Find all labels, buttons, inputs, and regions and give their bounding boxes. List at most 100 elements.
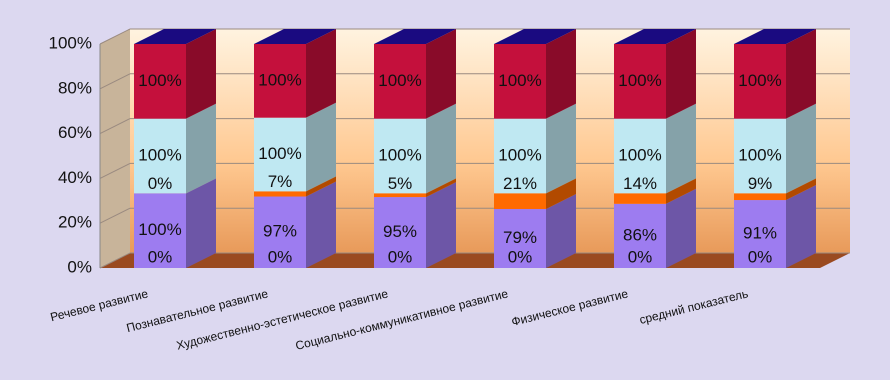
bar bbox=[734, 200, 786, 268]
bar-top bbox=[374, 29, 456, 44]
bar-side-shade bbox=[186, 178, 216, 268]
bar-side bbox=[546, 29, 576, 119]
bar-top bbox=[134, 29, 216, 44]
grid-line-side bbox=[99, 28, 131, 45]
bar bbox=[614, 193, 666, 204]
bar-side bbox=[666, 103, 696, 194]
bar-side bbox=[186, 103, 216, 194]
value-label: 100% bbox=[138, 71, 181, 90]
value-label: 79% bbox=[503, 228, 537, 247]
value-label: 100% bbox=[378, 145, 421, 164]
value-label: 100% bbox=[378, 71, 421, 90]
value-label: 0% bbox=[148, 174, 173, 193]
bar-side-shade bbox=[426, 178, 456, 198]
bar-side-shade bbox=[546, 29, 576, 119]
bar bbox=[494, 209, 546, 268]
bar-side bbox=[306, 181, 336, 268]
x-tick-label: Социально-коммуникативное развитие bbox=[294, 286, 510, 353]
bar-side bbox=[306, 102, 336, 192]
bar-side bbox=[666, 178, 696, 204]
value-label: 91% bbox=[743, 224, 777, 243]
bar bbox=[614, 44, 666, 119]
y-tick-label: 0% bbox=[67, 257, 92, 276]
value-label: 100% bbox=[618, 71, 661, 90]
bar bbox=[614, 118, 666, 194]
bar-side-shade bbox=[426, 182, 456, 268]
bar bbox=[494, 44, 546, 119]
value-label: 100% bbox=[258, 144, 301, 163]
bar bbox=[494, 193, 546, 210]
bar-side-shade bbox=[306, 176, 336, 197]
value-label: 0% bbox=[268, 247, 293, 266]
bar-side bbox=[426, 178, 456, 198]
bar-side bbox=[546, 178, 576, 210]
bar bbox=[254, 191, 306, 197]
value-label: 100% bbox=[498, 71, 541, 90]
bar-top bbox=[734, 29, 816, 44]
value-label: 100% bbox=[738, 71, 781, 90]
grid-line-side bbox=[99, 73, 131, 90]
bar-side-shade bbox=[426, 29, 456, 119]
bar-side bbox=[666, 29, 696, 119]
grid-line-side bbox=[99, 207, 131, 224]
y-tick-label: 60% bbox=[58, 123, 92, 142]
value-label: 0% bbox=[388, 247, 413, 266]
y-tick-label: 20% bbox=[58, 213, 92, 232]
bar-side bbox=[186, 29, 216, 119]
bar-side bbox=[786, 29, 816, 119]
value-label: 86% bbox=[623, 225, 657, 244]
bar-side bbox=[306, 29, 336, 118]
value-label: 100% bbox=[138, 220, 181, 239]
bar-side-shade bbox=[546, 194, 576, 268]
grid-line-side bbox=[99, 252, 131, 269]
bar bbox=[374, 197, 426, 268]
bar-side-shade bbox=[306, 29, 336, 118]
value-label: 100% bbox=[138, 145, 181, 164]
value-label: 14% bbox=[623, 174, 657, 193]
bar-side-shade bbox=[786, 185, 816, 268]
value-label: 21% bbox=[503, 174, 537, 193]
bar bbox=[374, 44, 426, 119]
bar-side-shade bbox=[786, 103, 816, 194]
value-label: 0% bbox=[148, 247, 173, 266]
bar bbox=[734, 118, 786, 194]
bar bbox=[374, 193, 426, 198]
bar-side-shade bbox=[186, 103, 216, 194]
bar-side-shade bbox=[786, 178, 816, 201]
y-tick-label: 100% bbox=[49, 33, 92, 52]
bar-side bbox=[786, 103, 816, 194]
bar bbox=[254, 196, 306, 268]
bar-top bbox=[494, 29, 576, 44]
value-label: 7% bbox=[268, 172, 293, 191]
bar-top bbox=[254, 29, 336, 44]
bar-side-shade bbox=[186, 29, 216, 119]
bar-side bbox=[186, 178, 216, 268]
bar bbox=[734, 44, 786, 119]
x-tick-label: Художественно-эстетическое развитие bbox=[175, 286, 390, 352]
bar bbox=[254, 44, 306, 118]
left-wall bbox=[100, 29, 130, 268]
bar bbox=[134, 118, 186, 194]
bar bbox=[614, 203, 666, 268]
x-tick-label: Физическое развитие bbox=[510, 286, 630, 329]
value-label: 100% bbox=[738, 145, 781, 164]
bar bbox=[134, 44, 186, 119]
value-label: 100% bbox=[258, 70, 301, 89]
bar-side bbox=[786, 185, 816, 268]
y-tick-label: 80% bbox=[58, 78, 92, 97]
bar-side bbox=[546, 103, 576, 194]
value-label: 100% bbox=[498, 145, 541, 164]
value-label: 0% bbox=[508, 247, 533, 266]
bar-side-shade bbox=[306, 102, 336, 192]
bar-side-shade bbox=[666, 178, 696, 204]
value-label: 95% bbox=[383, 222, 417, 241]
y-tick-label: 40% bbox=[58, 168, 92, 187]
value-label: 0% bbox=[628, 247, 653, 266]
bar-side bbox=[666, 188, 696, 268]
value-label: 97% bbox=[263, 222, 297, 241]
value-label: 5% bbox=[388, 174, 413, 193]
grid-line-side bbox=[99, 118, 131, 135]
bar bbox=[374, 118, 426, 194]
